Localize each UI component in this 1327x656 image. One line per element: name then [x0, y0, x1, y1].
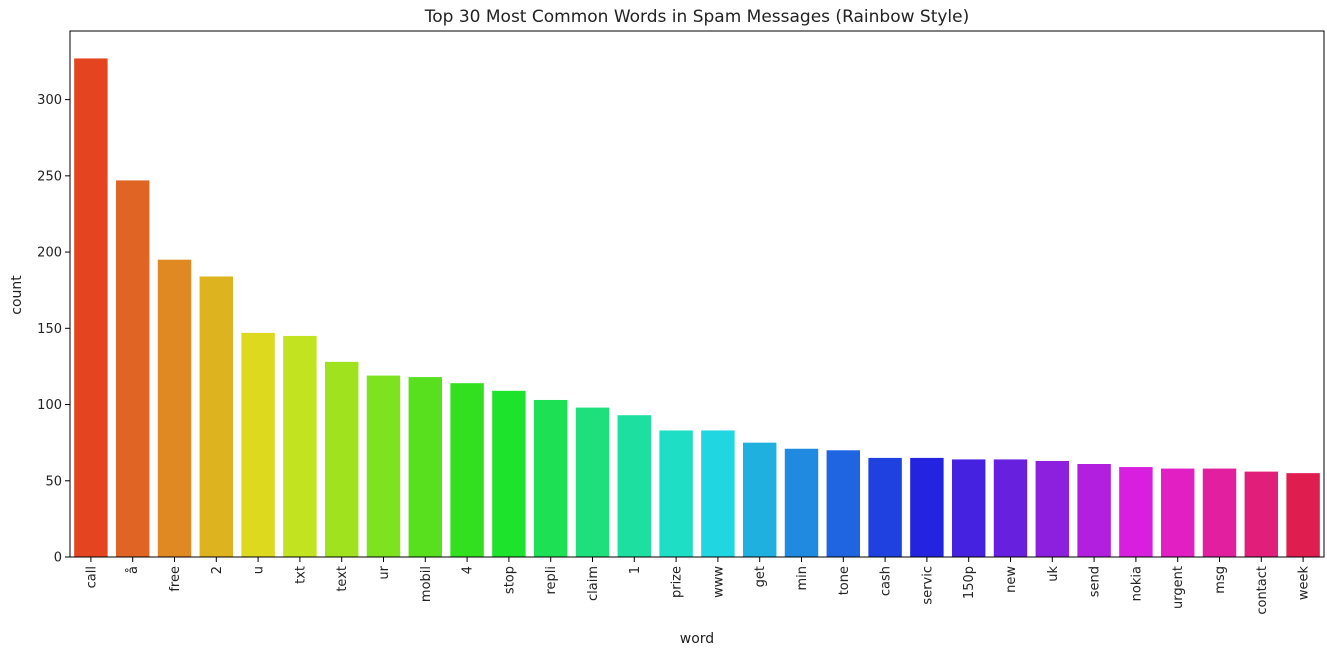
bar-5: [283, 335, 317, 557]
x-tick-label: stop: [502, 566, 517, 594]
x-tick-label: uk: [1046, 566, 1061, 582]
x-tick-label: 1: [628, 566, 643, 574]
bar-3: [199, 276, 234, 557]
x-tick-label: urgent: [1171, 566, 1186, 609]
x-tick-label: 2: [210, 566, 225, 574]
x-tick-label: nokia: [1129, 566, 1144, 601]
x-tick-label: get: [753, 566, 768, 587]
x-tick-label: txt: [293, 566, 308, 584]
bar-11: [533, 399, 568, 557]
x-tick-label: www: [711, 566, 726, 598]
bar-16: [742, 442, 777, 557]
y-axis-label: count: [9, 275, 25, 315]
bar-8: [408, 377, 443, 557]
bar-17: [784, 448, 819, 557]
chart-title: Top 30 Most Common Words in Spam Message…: [424, 7, 970, 27]
bar-12: [575, 407, 610, 557]
bar-15: [701, 430, 735, 557]
y-tick-label: 250: [37, 169, 62, 184]
bar-18: [826, 450, 861, 557]
bar-25: [1119, 467, 1153, 557]
bar-9: [450, 383, 484, 557]
x-tick-label: 4: [461, 566, 476, 574]
bar-10: [492, 390, 526, 557]
x-tick-label: send: [1088, 566, 1103, 597]
bar-14: [659, 430, 693, 557]
x-tick-label: u: [252, 566, 267, 574]
x-tick-label: servic: [920, 566, 935, 605]
x-tick-label: 150p: [962, 566, 977, 599]
bar-0: [74, 58, 108, 557]
y-axis-ticks: 0 50 100 150 200 250 300: [37, 93, 70, 566]
x-tick-label: text: [335, 566, 350, 592]
bar-13: [617, 415, 652, 557]
x-tick-label: ur: [377, 565, 392, 579]
x-axis-label: word: [680, 631, 714, 647]
bar-23: [1035, 460, 1070, 557]
y-tick-label: 50: [45, 474, 62, 489]
x-tick-label: new: [1004, 566, 1019, 593]
plot-frame: [69, 30, 1325, 558]
bar-26: [1160, 468, 1195, 557]
y-tick-label: 300: [37, 93, 62, 108]
x-axis-ticks: call å free 2 u txt text ur mobil 4 stop repli claim…: [84, 557, 1312, 615]
x-tick-label: min: [795, 566, 810, 591]
bar-2: [157, 259, 192, 557]
y-tick-label: 100: [37, 398, 62, 413]
bar-6: [324, 361, 359, 557]
y-tick-label: 200: [37, 246, 62, 261]
bar-20: [910, 457, 944, 557]
bar-4: [241, 332, 275, 557]
bar-7: [366, 375, 401, 557]
bar-24: [1077, 464, 1111, 557]
x-tick-label: repli: [544, 566, 559, 595]
bar-19: [868, 457, 902, 557]
x-tick-label: week: [1297, 566, 1312, 601]
bar-22: [993, 459, 1028, 557]
bar-28: [1244, 471, 1279, 557]
bar-21: [951, 459, 986, 557]
bar-29: [1286, 473, 1320, 557]
x-tick-label: cash: [879, 566, 894, 596]
x-tick-label: contact: [1255, 566, 1270, 615]
x-tick-label: msg: [1213, 566, 1228, 594]
y-tick-label: 150: [37, 322, 62, 337]
x-tick-label: claim: [586, 566, 601, 601]
y-tick-label: 0: [54, 551, 62, 566]
bar-1: [115, 180, 150, 557]
bar-27: [1202, 468, 1237, 557]
x-tick-label: prize: [670, 566, 685, 598]
bars-group: [74, 58, 1320, 557]
x-tick-label: tone: [837, 566, 852, 595]
x-tick-label: mobil: [419, 566, 434, 602]
x-tick-label: å: [126, 566, 141, 574]
x-tick-label: free: [168, 566, 183, 592]
x-tick-label: call: [84, 566, 99, 588]
